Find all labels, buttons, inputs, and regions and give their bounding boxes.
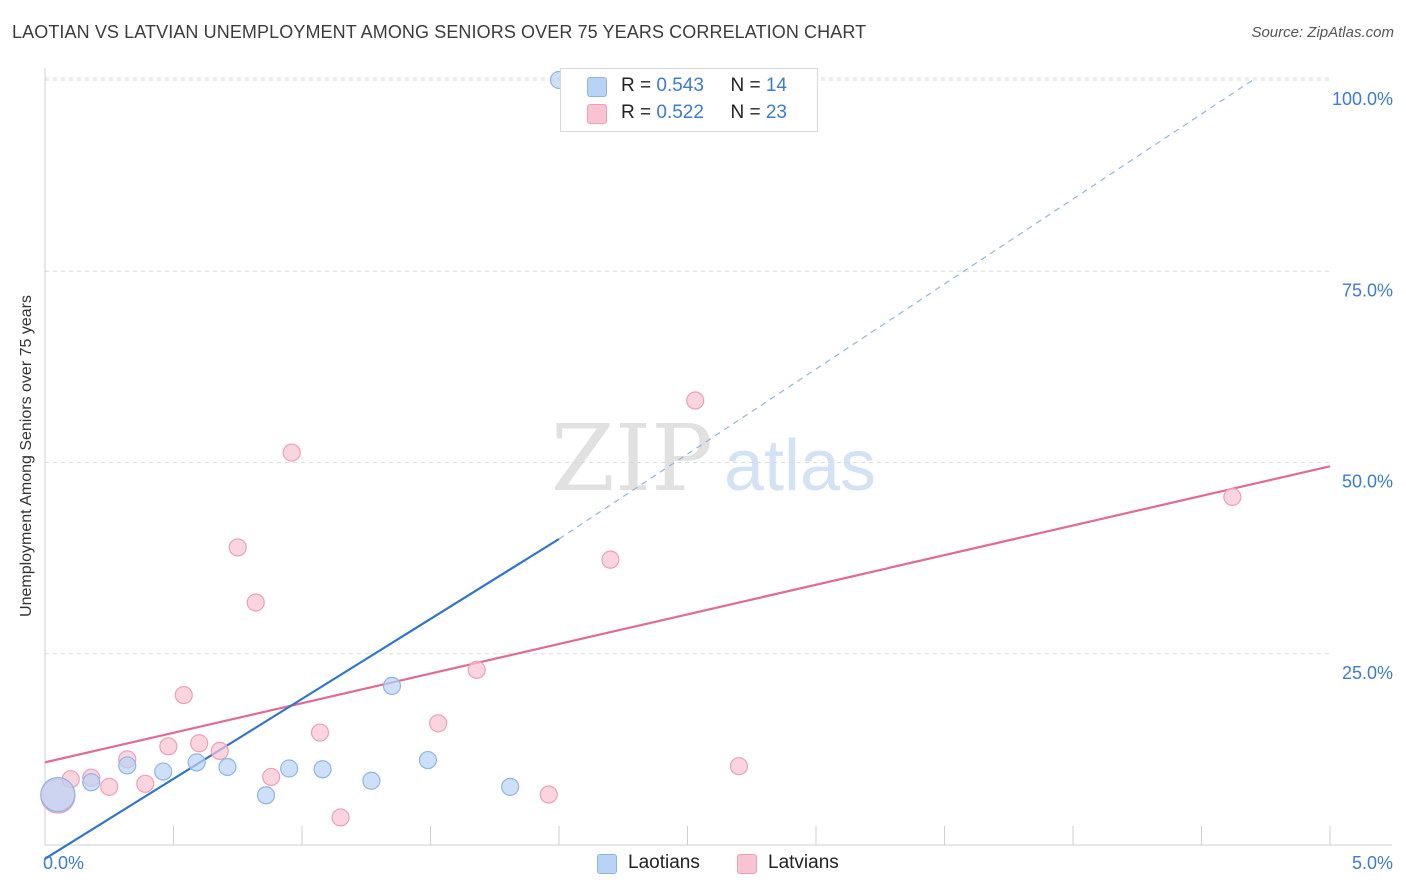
chart-title: LAOTIAN VS LATVIAN UNEMPLOYMENT AMONG SE… <box>12 22 867 42</box>
n-value-latvians: 23 <box>765 102 787 123</box>
latvians-legend-swatch <box>737 854 757 874</box>
n-value-laotians: 14 <box>765 75 787 96</box>
point-laotians <box>154 762 173 781</box>
point-laotians <box>187 753 206 772</box>
point-laotians <box>82 773 101 792</box>
point-latvians <box>467 660 486 679</box>
gridlines <box>45 77 1330 655</box>
point-laotians <box>40 776 76 813</box>
point-latvians <box>262 767 281 787</box>
point-laotians <box>501 777 520 796</box>
tick-labels: 25.0% 50.0% 75.0% 100.0% 0.0% 5.0% <box>43 89 1393 873</box>
data-points <box>40 70 1242 827</box>
x-tick-label-max: 5.0% <box>1352 853 1393 873</box>
point-latvians <box>228 538 247 557</box>
laotians-legend-swatch <box>597 854 617 874</box>
point-latvians <box>190 734 209 753</box>
point-latvians <box>539 785 558 804</box>
y-tick-label: 75.0% <box>1342 280 1393 300</box>
latvians-legend-label: Latvians <box>768 852 839 873</box>
watermark: ZIP atlas <box>551 405 876 512</box>
point-latvians <box>210 741 229 761</box>
trendline-laotians <box>44 538 560 860</box>
point-latvians <box>601 550 620 569</box>
point-laotians <box>418 750 438 770</box>
x-tick-label-min: 0.0% <box>43 853 84 873</box>
point-latvians <box>429 714 448 733</box>
r-value-laotians: 0.543 <box>656 75 704 96</box>
point-latvians <box>310 723 330 742</box>
axes <box>44 68 1392 846</box>
point-laotians <box>256 786 276 805</box>
trendline-laotians-extension <box>558 79 1254 540</box>
n-label: N = <box>730 75 766 96</box>
point-laotians <box>313 760 332 779</box>
correlation-legend: R = 0.543 N = 14 R = 0.522 N = 23 <box>560 68 818 132</box>
point-latvians <box>100 777 119 796</box>
y-tick-label: 50.0% <box>1342 472 1393 492</box>
r-value-latvians: 0.522 <box>656 102 704 123</box>
point-latvians <box>159 737 178 756</box>
point-latvians <box>1223 487 1242 507</box>
laotians-swatch <box>587 77 607 97</box>
point-latvians <box>686 391 705 410</box>
y-axis-label: Unemployment Among Seniors over 75 years <box>18 295 35 617</box>
trendline-latvians <box>44 465 1331 764</box>
trendlines <box>44 79 1331 860</box>
point-latvians <box>729 757 749 776</box>
point-laotians <box>280 759 299 778</box>
latvians-swatch <box>587 104 607 124</box>
r-label: R = <box>621 102 657 123</box>
point-latvians <box>282 443 301 462</box>
watermark-atlas: atlas <box>724 426 876 506</box>
point-latvians <box>174 685 193 705</box>
source-credit: Source: ZipAtlas.com <box>1251 24 1394 41</box>
y-tick-label: 25.0% <box>1342 663 1393 683</box>
y-tick-label: 100.0% <box>1332 89 1393 109</box>
point-laotians <box>218 757 237 777</box>
laotians-legend-label: Laotians <box>628 852 700 873</box>
watermark-zip: ZIP <box>551 405 713 512</box>
point-laotians <box>362 771 381 790</box>
n-label: N = <box>730 102 766 123</box>
point-latvians <box>331 808 350 827</box>
point-latvians <box>136 774 155 793</box>
point-laotians <box>382 676 402 695</box>
r-label: R = <box>621 75 657 96</box>
point-laotians <box>118 756 137 775</box>
point-latvians <box>246 593 265 612</box>
